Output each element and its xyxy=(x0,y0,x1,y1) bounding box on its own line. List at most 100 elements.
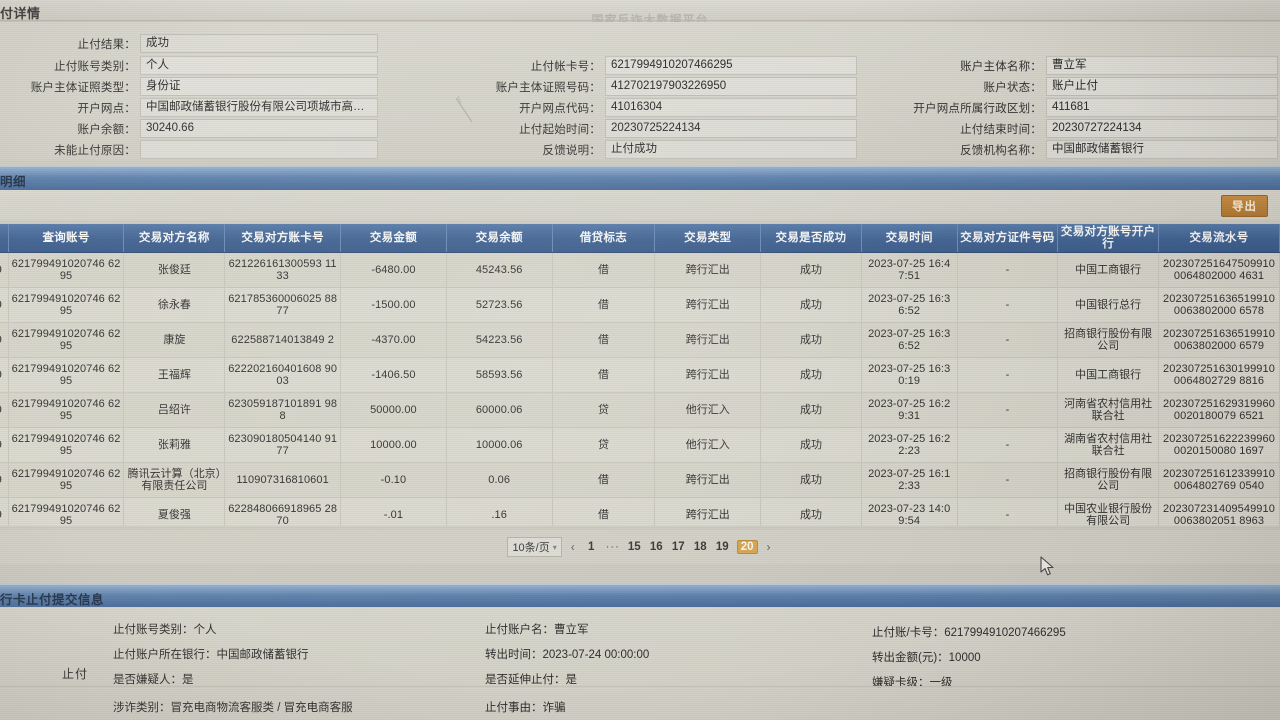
cell-serial-no: 2023072516123399100064802769 0540 xyxy=(1158,462,1280,498)
page-button-18[interactable]: 18 xyxy=(693,541,707,553)
field-label: 止付帐卡号： xyxy=(530,60,601,73)
cell-balance: 10000.06 xyxy=(446,427,553,463)
cell-serial-no: 2023072516475099100064802000 4631 xyxy=(1158,252,1280,288)
field-value xyxy=(140,140,378,159)
page-button-20[interactable]: 20 xyxy=(736,540,758,554)
cell-counterparty-bank: 中国工商银行 xyxy=(1057,252,1159,288)
page-button-15[interactable]: 15 xyxy=(627,541,641,553)
cell-amount: -1406.50 xyxy=(340,357,447,393)
cell-counterparty-id: - xyxy=(957,427,1059,463)
cell-balance: 52723.56 xyxy=(446,287,553,323)
field-value: 6217994910207466295 xyxy=(605,56,857,75)
transaction-section-bar: 明细 xyxy=(0,166,1280,190)
cell-txn-time: 2023-07-25 16:22:23 xyxy=(861,427,958,463)
field-label: 账户主体证照类型： xyxy=(30,81,136,94)
col-header-counterparty-bank[interactable]: 交易对方账号开户行 xyxy=(1057,224,1159,253)
cell-txn-type: 跨行汇出 xyxy=(654,322,762,358)
field-value: 411681 xyxy=(1046,98,1278,117)
cell-amount: -1500.00 xyxy=(340,287,447,323)
cell-debit-credit-flag: 借 xyxy=(552,462,656,498)
cell-index: 9 xyxy=(0,287,9,323)
cell-counterparty-id: - xyxy=(957,322,1059,358)
col-header-counterparty-id[interactable]: 交易对方证件号码 xyxy=(957,224,1059,253)
page-button-17[interactable]: 17 xyxy=(671,541,685,553)
col-header-serial-no[interactable]: 交易流水号 xyxy=(1158,224,1280,253)
stop-payment-detail-form: 止付结果： 成功 止付账号类别： 个人 账户主体证照类型： 身份证 开户网点： … xyxy=(0,22,1280,160)
submit-info-side-tag: 止付 xyxy=(62,667,89,681)
page-button-19[interactable]: 19 xyxy=(715,541,729,553)
detail-field-failure-reason: 未能止付原因： xyxy=(0,139,378,160)
cell-txn-type: 跨行汇出 xyxy=(654,497,762,526)
cell-counterparty-name: 腾讯云计算（北京）有限责任公司 xyxy=(123,462,226,498)
col-header-counterparty-card[interactable]: 交易对方账卡号 xyxy=(224,224,342,253)
col-header-txn-type[interactable]: 交易类型 xyxy=(654,224,762,253)
col-header-debit-credit-flag[interactable]: 借贷标志 xyxy=(552,224,656,253)
field-label: 反馈机构名称： xyxy=(960,144,1042,157)
cell-query-account: 621799491020746 6295 xyxy=(8,427,125,463)
transaction-toolbar: 导出 xyxy=(0,190,1280,220)
cell-counterparty-bank: 中国工商银行 xyxy=(1057,357,1159,393)
field-value: 账户止付 xyxy=(1046,77,1278,96)
cell-txn-type: 跨行汇出 xyxy=(654,287,762,323)
cell-txn-type: 他行汇入 xyxy=(654,427,762,463)
col-header-balance[interactable]: 交易余额 xyxy=(446,224,553,253)
cell-counterparty-card: 110907316810601 xyxy=(224,462,342,498)
export-button[interactable]: 导出 xyxy=(1221,195,1268,217)
submit-info-divider xyxy=(0,686,1280,687)
cell-counterparty-card: 623059187101891 988 xyxy=(224,392,342,428)
cell-counterparty-name: 张莉雅 xyxy=(123,427,226,463)
field-label: 账户余额： xyxy=(77,123,136,136)
cell-index: 9 xyxy=(0,497,9,526)
cell-amount: 50000.00 xyxy=(340,392,447,428)
col-header-amount[interactable]: 交易金额 xyxy=(340,224,447,253)
cell-counterparty-card: 622588714013849 2 xyxy=(224,322,342,358)
field-value: 个人 xyxy=(140,56,378,75)
transaction-table-container[interactable]: 查询账号 交易对方名称 交易对方账卡号 交易金额 交易余额 借贷标志 交易类型 … xyxy=(0,224,1280,526)
cell-txn-success: 成功 xyxy=(760,462,862,498)
transaction-table: 查询账号 交易对方名称 交易对方账卡号 交易金额 交易余额 借贷标志 交易类型 … xyxy=(0,224,1280,526)
col-header-txn-success[interactable]: 交易是否成功 xyxy=(760,224,862,253)
col-header-index[interactable] xyxy=(0,224,9,253)
submit-field-extended-stop: 是否延伸止付：是 xyxy=(485,674,577,686)
col-header-query-account[interactable]: 查询账号 xyxy=(8,224,125,253)
cell-counterparty-bank: 河南省农村信用社联合社 xyxy=(1057,392,1159,428)
col-header-txn-time[interactable]: 交易时间 xyxy=(861,224,958,253)
page-button-16[interactable]: 16 xyxy=(649,541,663,553)
cell-counterparty-id: - xyxy=(957,252,1059,288)
detail-field-id-type: 账户主体证照类型： 身份证 xyxy=(0,76,378,97)
cell-serial-no: 2023072516365199100063802000 6579 xyxy=(1158,322,1280,358)
cell-index: 9 xyxy=(0,357,9,393)
submit-field-transfer-amount: 转出金额(元)：10000 xyxy=(872,652,981,664)
cell-balance: .16 xyxy=(446,497,553,526)
detail-field-stop-start-time: 止付起始时间： 20230725224134 xyxy=(455,118,857,139)
detail-field-subject-name: 账户主体名称： 曹立军 xyxy=(880,55,1278,76)
prev-page-button[interactable]: ‹ xyxy=(570,540,575,554)
cell-txn-time: 2023-07-23 14:09:54 xyxy=(861,497,958,526)
page-size-select[interactable]: 10条/页 ▾ xyxy=(507,537,562,557)
cell-counterparty-name: 康旋 xyxy=(123,322,226,358)
cell-counterparty-card: 621785360006025 8877 xyxy=(224,287,342,323)
field-value: 20230725224134 xyxy=(605,119,857,138)
cell-balance: 58593.56 xyxy=(446,357,553,393)
cell-txn-success: 成功 xyxy=(760,427,862,463)
detail-field-balance: 账户余额： 30240.66 xyxy=(0,118,378,139)
cell-counterparty-id: - xyxy=(957,392,1059,428)
next-page-button[interactable]: › xyxy=(766,540,771,554)
col-header-counterparty-name[interactable]: 交易对方名称 xyxy=(123,224,226,253)
cell-debit-credit-flag: 借 xyxy=(552,322,656,358)
submit-field-suspect-level: 嫌疑卡级：一级 xyxy=(872,677,953,689)
field-label: 未能止付原因： xyxy=(54,144,136,157)
cell-counterparty-id: - xyxy=(957,357,1059,393)
cell-debit-credit-flag: 贷 xyxy=(552,427,656,463)
panel-titlebar: 付详情 xyxy=(0,0,1280,21)
page-button-1[interactable]: 1 xyxy=(588,541,595,553)
